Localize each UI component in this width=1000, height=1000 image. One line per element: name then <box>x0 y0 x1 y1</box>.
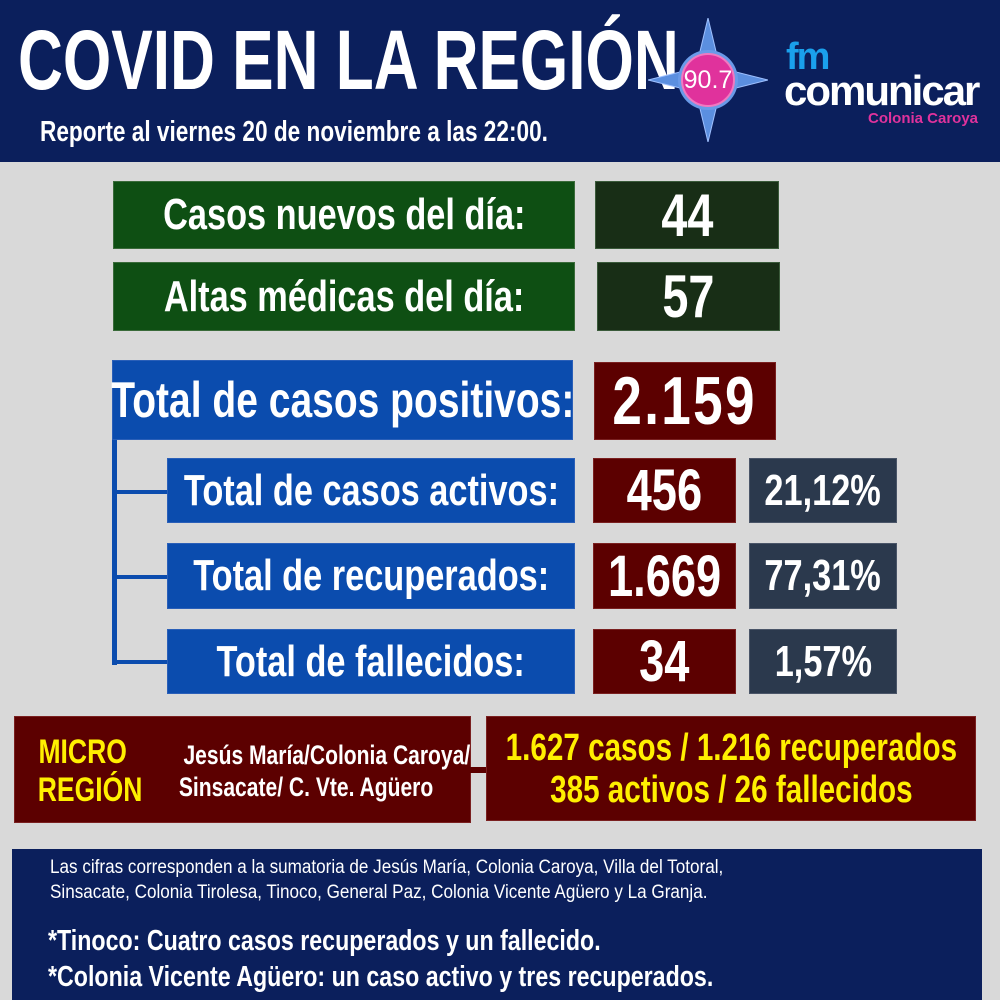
text: 1,57% <box>774 636 872 686</box>
connector-branch <box>112 575 168 579</box>
text: Sinsacate, Colonia Tirolesa, Tinoco, Gen… <box>50 882 708 903</box>
text: 21,12% <box>764 465 882 515</box>
star-icon <box>647 17 769 143</box>
text: Total de casos positivos: <box>110 372 575 428</box>
footer-note: Las cifras corresponden a la sumatoria d… <box>50 855 798 905</box>
total-positive-label: Total de casos positivos: <box>110 360 575 440</box>
page-title: COVID EN LA REGIÓN <box>18 12 679 107</box>
text: Las cifras corresponden a la sumatoria d… <box>50 857 724 878</box>
deceased-value: 34 <box>593 629 736 694</box>
discharges-label: Altas médicas del día: <box>113 262 575 331</box>
text: Altas médicas del día: <box>163 271 525 321</box>
text: *Tinoco: Cuatro casos recuperados y un f… <box>48 925 601 957</box>
active-label: Total de casos activos: <box>167 458 575 523</box>
micro-region-stats: 1.627 casos / 1.216 recuperados 385 acti… <box>486 716 976 821</box>
text: 44 <box>660 181 714 249</box>
text: *Colonia Vicente Agüero: un caso activo … <box>48 961 714 993</box>
brand-location: Colonia Caroya <box>868 110 979 127</box>
connector-branch <box>112 490 168 494</box>
recovered-label: Total de recuperados: <box>167 543 575 609</box>
text: 1.627 casos / 1.216 recuperados <box>505 726 957 769</box>
text: Sinsacate/ C. Vte. Agüero <box>178 772 434 802</box>
text: 456 <box>626 458 703 523</box>
active-value: 456 <box>593 458 736 523</box>
connector-line <box>112 440 117 665</box>
text: 77,31% <box>764 551 882 600</box>
deceased-percent: 1,57% <box>749 629 897 694</box>
subtitle: Reporte al viernes 20 de noviembre a las… <box>40 116 660 149</box>
text: Casos nuevos del día: <box>162 190 526 239</box>
active-percent: 21,12% <box>749 458 897 523</box>
total-positive-value: 2.159 <box>594 362 776 440</box>
footer-extra: *Tinoco: Cuatro casos recuperados y un f… <box>48 923 880 995</box>
text: Total de recuperados: <box>193 551 549 600</box>
text: Reporte al viernes 20 de noviembre a las… <box>40 116 548 148</box>
text: 385 activos / 26 fallecidos <box>549 768 913 811</box>
connector-branch <box>112 660 168 664</box>
text: 57 <box>662 263 715 330</box>
discharges-value: 57 <box>597 262 780 331</box>
text: Total de fallecidos: <box>216 636 526 686</box>
footer-notes: Las cifras corresponden a la sumatoria d… <box>12 849 982 1000</box>
recovered-percent: 77,31% <box>749 543 897 609</box>
micro-connector <box>469 767 486 773</box>
new-cases-label: Casos nuevos del día: <box>113 181 575 249</box>
micro-region-places: Jesús María/Colonia Caroya/ Sinsacate/ C… <box>143 739 471 803</box>
micro-region-box: MICRO REGIÓN Jesús María/Colonia Caroya/… <box>14 716 471 823</box>
text: 2.159 <box>612 363 758 439</box>
text: Jesús María/Colonia Caroya/ <box>183 740 471 770</box>
brand-name: comunicar <box>784 67 980 114</box>
micro-region-title: MICRO REGIÓN <box>23 733 143 809</box>
text: REGIÓN <box>37 771 143 809</box>
text: MICRO <box>38 733 128 771</box>
text: 1.669 <box>607 543 722 609</box>
frequency-label: 90.7 <box>683 66 733 94</box>
recovered-value: 1.669 <box>593 543 736 609</box>
new-cases-value: 44 <box>595 181 779 249</box>
deceased-label: Total de fallecidos: <box>167 629 575 694</box>
brand-fm: fm <box>786 36 830 78</box>
header: COVID EN LA REGIÓN Reporte al viernes 20… <box>0 0 1000 162</box>
text: Total de casos activos: <box>183 465 559 515</box>
text: COVID EN LA REGIÓN <box>18 13 679 107</box>
radio-logo-star: 90.7 <box>647 17 769 143</box>
text: 34 <box>639 629 690 694</box>
